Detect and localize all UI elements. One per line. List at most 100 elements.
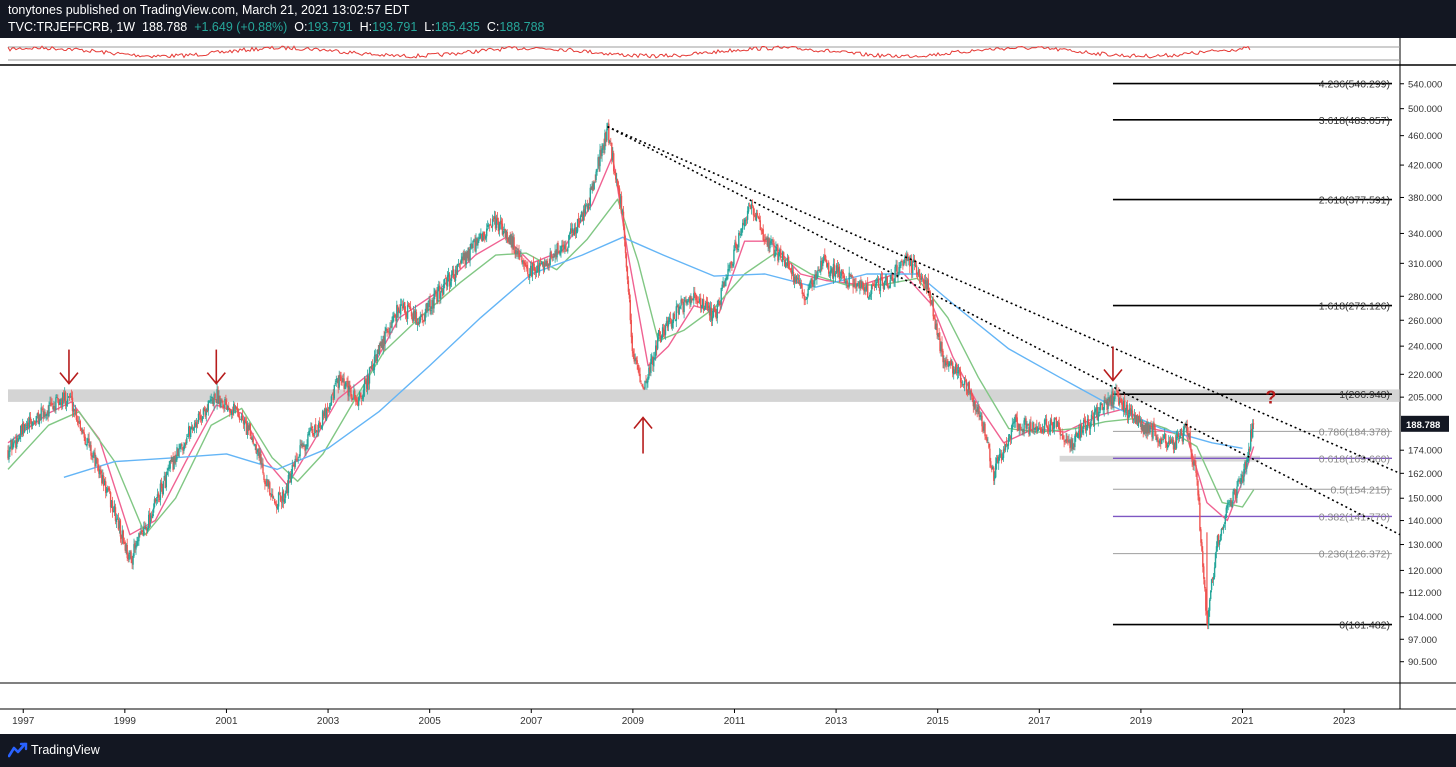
candle-body: [403, 303, 405, 308]
candle-body: [679, 306, 681, 308]
x-tick-label: 2003: [317, 716, 340, 727]
candle-body: [118, 521, 121, 529]
candle-body: [490, 226, 493, 228]
candle-body: [817, 269, 819, 277]
candle-body: [1197, 480, 1199, 496]
candle-body: [998, 457, 1000, 464]
candle-body: [1072, 443, 1074, 450]
candle-body: [1122, 403, 1124, 411]
candle-body: [413, 310, 416, 320]
candle-body: [554, 250, 556, 257]
candle-body: [40, 407, 42, 421]
candle-body: [661, 327, 664, 338]
candle-body: [1184, 425, 1186, 427]
tradingview-logo-icon[interactable]: [8, 742, 28, 758]
candle-body: [334, 382, 336, 384]
symbol-name[interactable]: TVC:TRJEFFCRB, 1W: [8, 20, 136, 34]
candle-body: [467, 247, 469, 259]
candle-body: [1050, 419, 1053, 423]
candle-body: [879, 277, 882, 291]
candle-body: [407, 303, 410, 306]
candle-body: [348, 385, 350, 397]
candle-body: [324, 408, 327, 420]
candle-body: [398, 310, 400, 313]
candle-body: [351, 395, 353, 401]
candle-body: [1112, 391, 1114, 405]
candle-body: [612, 152, 614, 161]
candle-body: [1155, 435, 1157, 440]
candle-body: [931, 300, 933, 305]
candle-body: [7, 450, 9, 459]
candle-body: [92, 455, 94, 458]
candle-body: [397, 306, 399, 313]
candle-body: [1219, 535, 1222, 542]
candle-body: [799, 282, 801, 285]
candle-body: [1181, 437, 1183, 442]
author-name[interactable]: tonytones: [8, 3, 63, 17]
candle-body: [1226, 504, 1228, 509]
chart-area[interactable]: 4.236(540.299) 3.618(483.057) 2.618(377.59…: [0, 38, 1456, 734]
candle-body: [942, 350, 944, 363]
candle-body: [45, 414, 47, 417]
candle-body: [1114, 391, 1116, 399]
candle-body: [977, 406, 979, 412]
question-mark-annotation: ?: [1265, 388, 1276, 408]
candle-body: [719, 303, 721, 306]
candle-body: [241, 416, 244, 421]
candle-body: [1221, 528, 1224, 530]
candle-body: [586, 206, 588, 209]
candle-body: [498, 223, 501, 231]
y-tick-label: 90.500: [1408, 657, 1437, 668]
candle-body: [107, 487, 110, 490]
candle-body: [924, 280, 927, 284]
candle-body: [1008, 434, 1011, 439]
candle-body: [147, 528, 149, 532]
tradingview-brand[interactable]: TradingView: [31, 743, 100, 757]
fib-level-label: 2.618(377.591): [1319, 195, 1390, 207]
candle-body: [1069, 441, 1071, 449]
candle-body: [831, 269, 834, 278]
candle-body: [603, 144, 605, 149]
candle-body: [667, 320, 670, 327]
candle-body: [30, 420, 33, 427]
candle-body: [572, 228, 574, 232]
candle-body: [1179, 429, 1182, 439]
candle-body: [493, 216, 496, 219]
candle-body: [228, 407, 230, 409]
candle-body: [1248, 448, 1250, 459]
candle-body: [660, 336, 663, 341]
candle-body: [250, 437, 252, 439]
candle-body: [1144, 424, 1146, 433]
candle-body: [1118, 393, 1120, 405]
candle-body: [84, 436, 86, 445]
candle-body: [505, 231, 507, 238]
candle-body: [98, 469, 100, 474]
x-tick-label: 2009: [622, 716, 645, 727]
candle-body: [703, 308, 706, 310]
candle-body: [522, 260, 524, 264]
y-tick-label: 140.000: [1408, 516, 1442, 527]
candle-body: [974, 401, 976, 409]
candle-body: [308, 430, 310, 436]
candle-body: [172, 458, 174, 471]
candle-body: [1015, 414, 1017, 419]
price-chart[interactable]: 4.236(540.299) 3.618(483.057) 2.618(377.59…: [0, 38, 1456, 734]
candle-body: [709, 307, 712, 316]
candle-body: [641, 384, 643, 386]
candle-body: [544, 263, 546, 266]
candle-body: [509, 235, 511, 245]
candle-body: [819, 270, 821, 273]
candle-body: [305, 444, 307, 451]
y-tick-label: 150.000: [1408, 494, 1442, 505]
candle-body: [454, 269, 457, 281]
candle-body: [1204, 580, 1206, 589]
candle-body: [675, 306, 677, 321]
candle-body: [898, 267, 900, 275]
open-label: O:: [294, 20, 308, 34]
candle-body: [177, 448, 179, 456]
candle-body: [583, 209, 586, 215]
candle-body: [527, 267, 529, 275]
candle-body: [1151, 425, 1153, 438]
candle-body: [776, 244, 778, 247]
candle-body: [899, 264, 901, 269]
